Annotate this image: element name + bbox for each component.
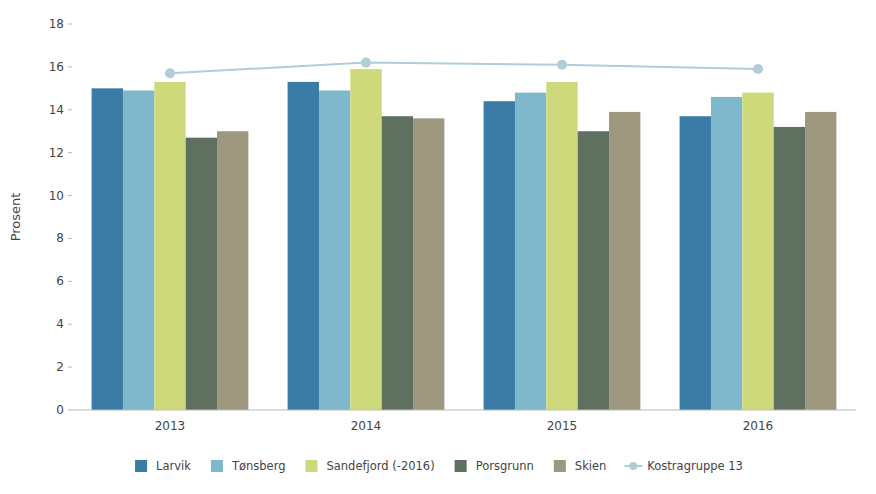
y-tick: [68, 109, 72, 110]
bar-series: [217, 112, 836, 410]
legend-item: Kostragruppe 13: [624, 459, 743, 473]
bar: [217, 131, 248, 410]
y-tick: [68, 152, 72, 153]
bar: [578, 131, 609, 410]
legend-swatch: [135, 460, 147, 472]
bar: [774, 127, 805, 410]
legend: Larvik Tønsberg Sandefjord (-2016) Porsgrun…: [135, 459, 743, 473]
legend-item: Tønsberg: [211, 459, 286, 473]
legend-swatch: [629, 462, 637, 470]
bar: [484, 101, 515, 410]
bar: [319, 90, 350, 410]
x-tick-label: 2014: [351, 419, 382, 433]
y-tick-label: 8: [56, 231, 64, 245]
y-tick: [68, 238, 72, 239]
y-tick-label: 10: [49, 189, 64, 203]
bar: [123, 90, 154, 410]
y-tick-label: 2: [56, 360, 64, 374]
line-marker: [753, 64, 763, 74]
line-marker: [557, 60, 567, 70]
y-tick-label: 0: [56, 403, 64, 417]
legend-item: Skien: [554, 459, 607, 473]
legend-label: Kostragruppe 13: [647, 459, 743, 473]
x-axis-line: [72, 410, 856, 411]
y-tick: [68, 367, 72, 368]
y-tick: [68, 281, 72, 282]
y-tick-label: 4: [56, 317, 64, 331]
legend-label: Sandefjord (-2016): [326, 459, 434, 473]
bar: [154, 82, 185, 410]
y-axis: 0 2 4 6 8 10 12 14 16 18: [49, 17, 72, 417]
legend-label: Tønsberg: [231, 459, 286, 473]
bar: [350, 69, 381, 410]
y-tick-label: 6: [56, 274, 64, 288]
bar: [742, 93, 773, 410]
bar: [186, 138, 217, 410]
legend-item: Larvik: [135, 459, 191, 473]
y-tick: [68, 195, 72, 196]
bar-series: [154, 69, 773, 410]
y-axis-label: Prosent: [8, 193, 23, 242]
y-tick: [68, 410, 72, 411]
legend-swatch: [305, 460, 317, 472]
bar-series: [123, 90, 742, 410]
line-marker: [361, 58, 371, 68]
y-tick: [68, 324, 72, 325]
legend-label: Skien: [575, 459, 607, 473]
x-axis: 2013 2014 2015 2016: [72, 410, 856, 433]
bar: [413, 118, 444, 410]
bar: [382, 116, 413, 410]
legend-swatch: [455, 460, 467, 472]
bar-series: [186, 116, 805, 410]
legend-item: Porsgrunn: [455, 459, 534, 473]
y-tick: [68, 66, 72, 67]
bar: [609, 112, 640, 410]
line: [170, 63, 758, 74]
chart: 0 2 4 6 8 10 12 14 16 18 Prosent 2013 2014 2015 2016 La…: [0, 0, 876, 494]
legend-label: Porsgrunn: [476, 459, 534, 473]
bar-series: [92, 82, 711, 410]
y-tick-label: 16: [49, 60, 64, 74]
x-tick-label: 2015: [547, 419, 578, 433]
bar: [92, 88, 123, 410]
legend-swatch: [211, 460, 223, 472]
x-tick-label: 2016: [743, 419, 774, 433]
y-tick: [68, 24, 72, 25]
bar: [711, 97, 742, 410]
legend-label: Larvik: [156, 459, 191, 473]
legend-item: Sandefjord (-2016): [305, 459, 434, 473]
line-marker: [165, 68, 175, 78]
y-tick-label: 12: [49, 146, 64, 160]
bar: [288, 82, 319, 410]
bar: [805, 112, 836, 410]
plot-area: [92, 58, 837, 410]
y-tick-label: 18: [49, 17, 64, 31]
bar: [515, 93, 546, 410]
bar: [546, 82, 577, 410]
legend-swatch: [554, 460, 566, 472]
y-tick-label: 14: [49, 103, 64, 117]
line-series: [165, 58, 763, 79]
x-tick-label: 2013: [155, 419, 186, 433]
bar: [680, 116, 711, 410]
